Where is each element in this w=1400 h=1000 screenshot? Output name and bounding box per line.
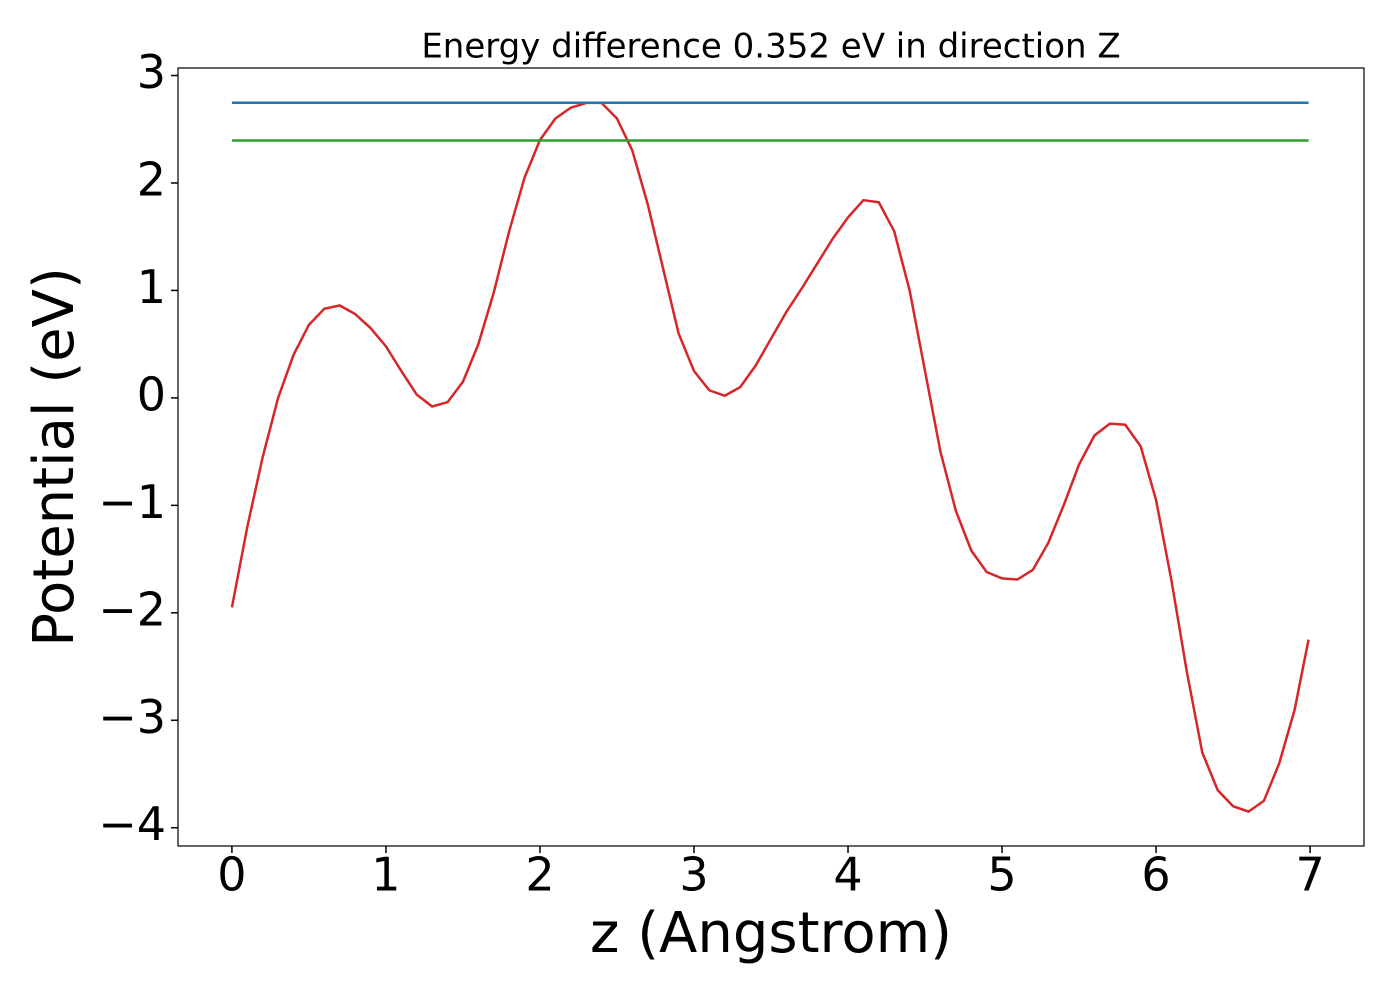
y-tick-label: 0 [137,367,166,421]
x-tick-label: 6 [1141,848,1170,902]
y-tick-label: −3 [98,690,166,744]
y-tick-label: 1 [137,260,166,314]
y-tick-label: −4 [98,797,166,851]
plot-frame [177,67,1365,847]
chart-title: Energy difference 0.352 eV in direction … [421,27,1120,67]
x-tick-label: 0 [217,848,246,902]
y-tick-label: −1 [98,475,166,529]
x-tick-label: 5 [987,848,1016,902]
x-axis-label: z (Angstrom) [590,901,952,966]
x-tick-label: 4 [833,848,862,902]
x-tick-label: 7 [1295,848,1324,902]
x-tick-label: 2 [525,848,554,902]
x-tick-label: 1 [371,848,400,902]
x-tick-label: 3 [679,848,708,902]
line [230,101,1310,814]
y-tick-label: −2 [98,582,166,636]
y-tick-label: 3 [137,45,166,99]
y-axis-label: Potential (eV) [22,267,87,647]
y-tick-label: 2 [137,152,166,206]
